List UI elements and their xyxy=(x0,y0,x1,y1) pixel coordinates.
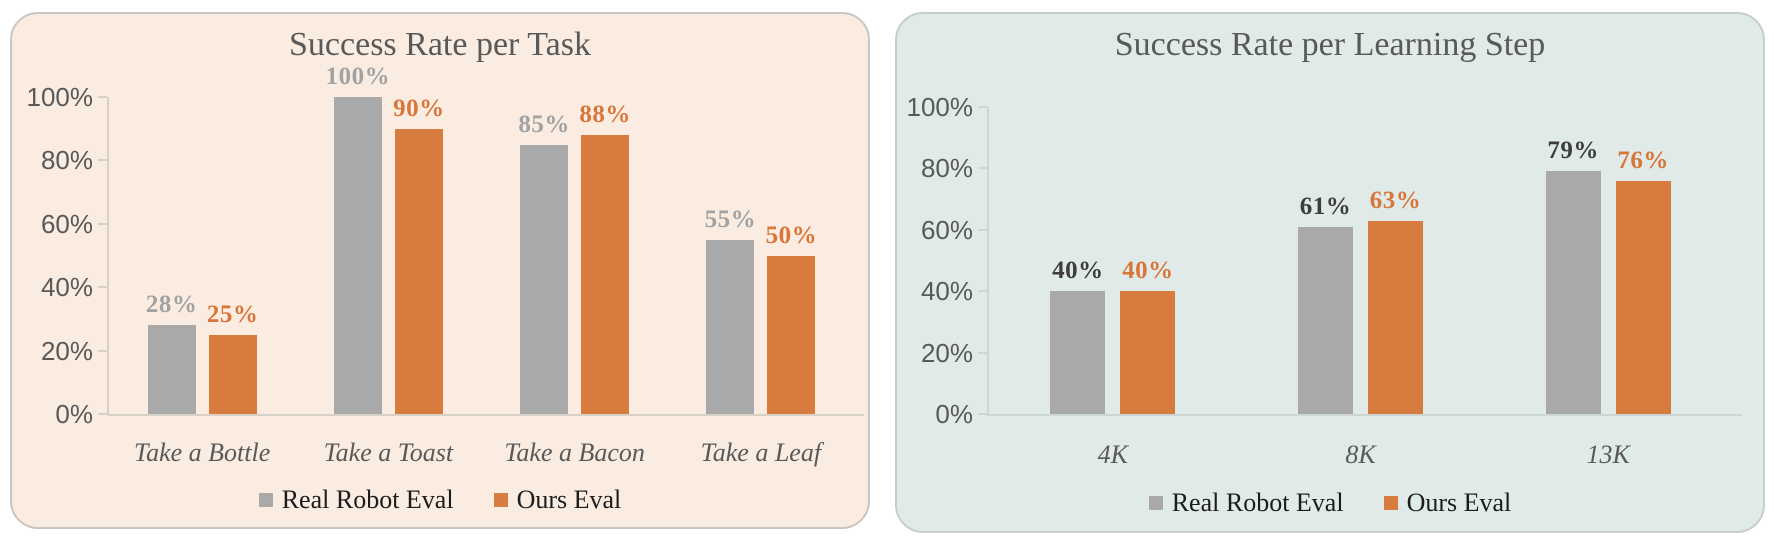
x-axis-category-label-take-a-bacon: Take a Bacon xyxy=(504,438,645,467)
legend: Real Robot Eval Ours Eval xyxy=(12,484,868,516)
value-label-real-robot-eval-take-a-bottle: 28% xyxy=(145,291,198,319)
legend-label-ours-eval: Ours Eval xyxy=(516,485,622,514)
x-axis-line xyxy=(987,414,1742,416)
value-label-real-robot-eval-take-a-bacon: 85% xyxy=(518,110,570,138)
value-label-ours-eval-8k: 63% xyxy=(1369,186,1422,214)
bar-ours-eval-take-a-bottle xyxy=(208,334,257,414)
bar-real-robot-eval-take-a-bacon xyxy=(520,144,569,414)
y-axis-tick-label: 100% xyxy=(906,92,974,122)
y-axis-tick-label: 40% xyxy=(920,276,973,307)
y-axis-tick xyxy=(978,290,987,293)
y-axis-tick xyxy=(978,106,987,108)
value-label-ours-eval-take-a-bacon: 88% xyxy=(579,101,631,129)
x-axis-category-label-take-a-toast: Take a Toast xyxy=(323,438,454,467)
legend-label-ours-eval: Ours Eval xyxy=(1406,488,1512,517)
legend-swatch-real-robot-eval xyxy=(1148,496,1163,510)
success-rate-per-task-panel: Success Rate per Task 0% 20% 40% 60% 80% 100%… xyxy=(10,12,870,529)
value-label-real-robot-eval-take-a-leaf: 55% xyxy=(704,205,757,233)
bar-real-robot-eval-8k xyxy=(1298,226,1353,414)
bar-real-robot-eval-4k xyxy=(1050,291,1106,414)
bar-ours-eval-13k xyxy=(1615,180,1671,414)
legend-item-ours-eval: Ours Eval xyxy=(1383,488,1512,518)
plot-area: 0% 20% 40% 60% 80% 100% 40% 40% 4K 61% 63% 8K 79% 76%… xyxy=(897,14,1763,531)
value-label-ours-eval-4k: 40% xyxy=(1122,257,1174,285)
plot-area: 0% 20% 40% 60% 80% 100% 28% 25% Take a Bottle 100… xyxy=(12,14,868,527)
y-axis-tick xyxy=(98,413,107,415)
y-axis-tick-label: 20% xyxy=(40,335,93,366)
y-axis-tick xyxy=(978,413,987,415)
bar-ours-eval-take-a-leaf xyxy=(767,255,816,414)
bar-ours-eval-take-a-toast xyxy=(394,128,443,414)
y-axis-tick-label: 40% xyxy=(40,272,93,303)
x-axis-category-label-13k: 13K xyxy=(1586,440,1630,469)
legend-item-real-robot-eval: Real Robot Eval xyxy=(258,485,454,515)
y-axis-tick xyxy=(978,351,987,354)
y-axis-line xyxy=(987,107,989,414)
legend: Real Robot Eval Ours Eval xyxy=(897,487,1763,519)
value-label-ours-eval-take-a-toast: 90% xyxy=(393,94,445,122)
chart-title: Success Rate per Learning Step xyxy=(1114,26,1546,63)
y-axis-tick xyxy=(98,159,107,162)
y-axis-tick xyxy=(978,228,987,231)
value-label-real-robot-eval-4k: 40% xyxy=(1052,257,1104,285)
bar-ours-eval-take-a-bacon xyxy=(581,135,630,414)
y-axis-tick-label: 80% xyxy=(40,145,93,176)
x-axis-category-label-take-a-leaf: Take a Leaf xyxy=(700,438,822,467)
y-axis-tick xyxy=(978,167,987,170)
chart-title: Success Rate per Task xyxy=(289,26,591,63)
legend-label-real-robot-eval: Real Robot Eval xyxy=(1171,488,1344,517)
y-axis-tick-label: 60% xyxy=(920,214,973,245)
x-axis-category-label-8k: 8K xyxy=(1345,440,1376,469)
value-label-real-robot-eval-8k: 61% xyxy=(1299,192,1352,220)
legend-swatch-real-robot-eval xyxy=(258,493,273,507)
legend-swatch-ours-eval xyxy=(1383,496,1398,510)
value-label-real-robot-eval-take-a-toast: 100% xyxy=(325,63,391,90)
legend-swatch-ours-eval xyxy=(493,493,508,507)
bar-real-robot-eval-take-a-bottle xyxy=(147,325,196,414)
y-axis-tick-label: 60% xyxy=(40,208,93,239)
y-axis-line xyxy=(107,97,109,414)
bar-real-robot-eval-take-a-leaf xyxy=(706,239,755,414)
y-axis-tick-label: 0% xyxy=(55,399,93,429)
x-axis-category-label-4k: 4K xyxy=(1097,440,1128,469)
y-axis-tick-label: 80% xyxy=(920,153,973,184)
value-label-ours-eval-take-a-leaf: 50% xyxy=(765,221,818,249)
value-label-ours-eval-take-a-bottle: 25% xyxy=(206,300,259,328)
y-axis-tick xyxy=(98,286,107,289)
y-axis-tick xyxy=(98,222,107,225)
y-axis-tick-label: 20% xyxy=(920,337,973,368)
legend-item-real-robot-eval: Real Robot Eval xyxy=(1148,488,1344,518)
y-axis-tick-label: 100% xyxy=(26,82,94,112)
bar-real-robot-eval-take-a-toast xyxy=(333,97,382,414)
value-label-real-robot-eval-13k: 79% xyxy=(1547,137,1599,165)
y-axis-tick-label: 0% xyxy=(935,399,973,429)
y-axis-tick xyxy=(98,349,107,352)
bar-real-robot-eval-13k xyxy=(1545,171,1601,414)
legend-item-ours-eval: Ours Eval xyxy=(493,485,622,515)
x-axis-line xyxy=(107,414,864,416)
value-label-ours-eval-13k: 76% xyxy=(1617,146,1669,174)
bar-ours-eval-8k xyxy=(1368,220,1423,414)
legend-label-real-robot-eval: Real Robot Eval xyxy=(281,485,454,514)
y-axis-tick xyxy=(98,96,107,98)
bar-ours-eval-4k xyxy=(1120,291,1176,414)
x-axis-category-label-take-a-bottle: Take a Bottle xyxy=(134,438,271,467)
success-rate-per-learning-step-panel: Success Rate per Learning Step 0% 20% 40% 6… xyxy=(895,12,1765,533)
